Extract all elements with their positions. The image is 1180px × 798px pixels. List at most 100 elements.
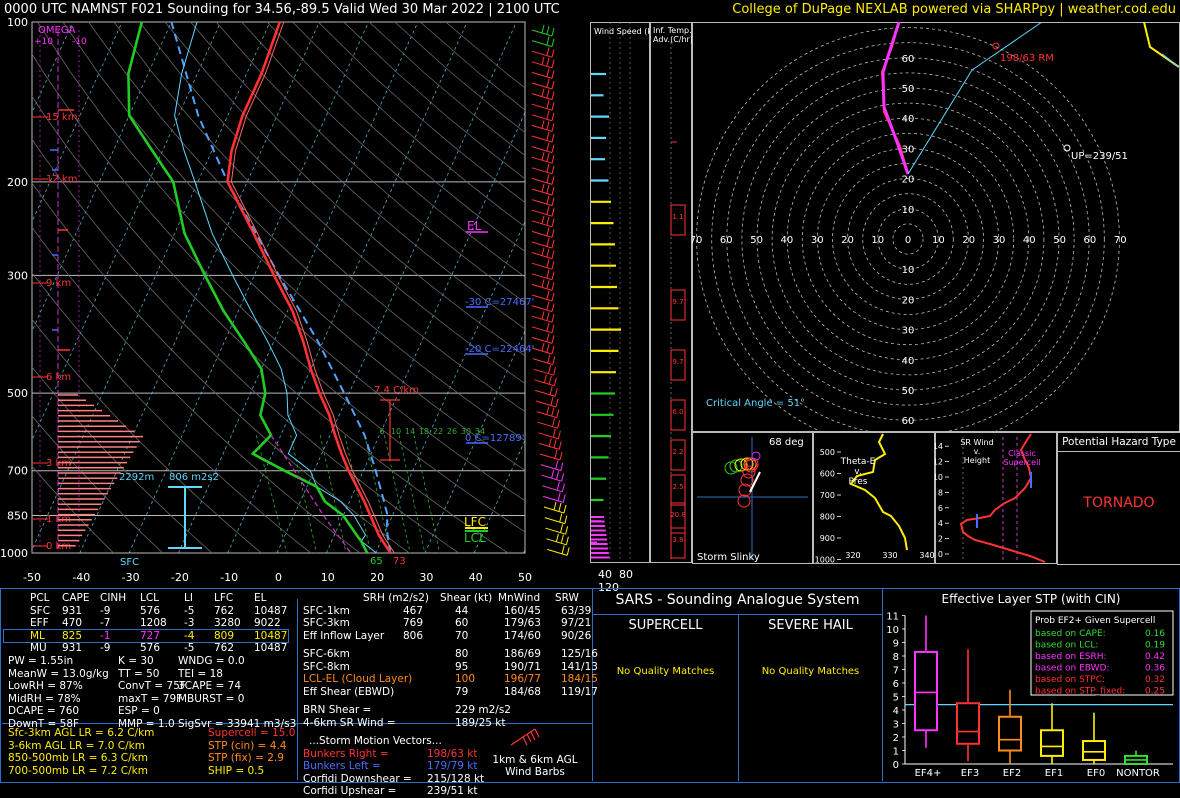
stp-y-label: 10 — [886, 625, 899, 636]
stp-legend-label: based on ESRH: — [1035, 652, 1107, 662]
wind-barb — [551, 250, 555, 259]
table-cell: 119/17 — [561, 685, 598, 698]
wind-barb — [545, 527, 566, 535]
lfc-label: LFC — [464, 515, 486, 529]
wind-barb — [565, 536, 569, 545]
table-cell: 931 — [62, 604, 83, 617]
table-cell: 576 — [140, 642, 161, 654]
stp-y-label: 3 — [893, 720, 899, 731]
wind-barb — [531, 336, 553, 344]
storm-motion-title: ...Storm Motion Vectors... — [303, 735, 591, 748]
isotherm — [178, 22, 419, 553]
wind-barb — [546, 343, 550, 353]
wind-barb — [552, 356, 556, 365]
advection-bar — [670, 474, 686, 506]
dry-adiabat — [32, 138, 459, 553]
wind-barb — [531, 82, 553, 90]
wind-barb — [551, 123, 555, 132]
wind-barb — [551, 91, 555, 100]
table-cell: 190/71 — [504, 660, 541, 673]
wind-barb — [531, 305, 553, 313]
hodograph-ring-label: 50 — [902, 84, 915, 95]
sr-title-2: v. — [974, 447, 981, 456]
pressure-tick-label: 200 — [7, 176, 28, 189]
stp-box — [998, 715, 1022, 752]
barb-legend-icon — [510, 728, 540, 746]
wind-barb — [541, 56, 545, 65]
wind-barb — [531, 135, 553, 143]
downdraft-trace — [270, 434, 352, 553]
sr-wind-y-label: 6 — [938, 504, 943, 513]
wind-barb — [531, 114, 553, 122]
wind-barb — [556, 409, 560, 418]
hodograph-trace-upper — [1161, 53, 1180, 68]
theta-e-title-1: Theta-E — [840, 457, 876, 467]
mixing-ratio-label: 14 — [405, 427, 415, 436]
mixing-ratio-label: 22 — [433, 427, 443, 436]
parcel-table: PCL CAPE CINH LCL LI LFC EL SFC 931 -9 576 -5 762 104… — [3, 592, 294, 655]
table-cell: SRW — [555, 592, 579, 604]
table-cell: MnWind — [498, 592, 541, 604]
stp-legend-title: Prob EF2+ Given Supercell — [1035, 616, 1155, 626]
wind-barb — [546, 36, 550, 45]
wind-barb — [549, 386, 553, 395]
wind-barb — [560, 524, 564, 533]
sr-wind-y-label: 12 — [935, 458, 943, 467]
stp-legend-value: 0.25 — [1145, 687, 1165, 697]
table-cell: 809 — [214, 629, 235, 642]
wind-barb — [546, 78, 550, 88]
divider — [592, 589, 593, 781]
table-cell: Shear (kt) — [440, 592, 493, 604]
wind-barb — [551, 324, 555, 333]
wind-barb — [541, 342, 545, 352]
stp-legend-label: based on CAPE: — [1035, 629, 1106, 639]
table-cell: MeanW = 13.0g/kg — [8, 667, 109, 680]
stp-legend-label: based on STP_fixed: — [1035, 687, 1125, 697]
mixing-ratio-line — [344, 435, 372, 553]
sr-title-3: Height — [964, 456, 990, 465]
kinematics-row: SFC-1km 467 44 160/45 63/39 — [303, 605, 591, 618]
stp-category-label: EF1 — [1045, 768, 1063, 779]
table-cell: 10487 — [254, 604, 288, 617]
el-label: EL — [467, 219, 482, 233]
upshear-marker — [1063, 144, 1071, 152]
table-cell: 470 — [62, 617, 83, 629]
wind-barb — [546, 290, 550, 300]
table-cell: DCAPE = 760 — [8, 705, 80, 717]
table-cell: LFC — [214, 592, 234, 604]
height-label: 3 km — [46, 458, 71, 469]
stp-legend-value: 0.16 — [1145, 629, 1165, 639]
stp-legend-value: 0.19 — [1145, 641, 1165, 651]
dry-adiabat — [317, 22, 525, 203]
table-cell: LowRH = 87% — [8, 680, 83, 692]
theta-e-y-label: 900 — [820, 534, 835, 543]
wind-barb — [531, 326, 553, 334]
table-cell: K = 30 — [118, 655, 154, 667]
wind-barb — [546, 174, 550, 183]
sr-title-1: SR Wind — [960, 438, 993, 447]
table-cell: 825 — [62, 629, 83, 642]
lapse-rate-label: 7.4 C/km — [374, 385, 419, 396]
table-cell: 4-6km SR Wind = — [303, 716, 396, 729]
divider — [297, 599, 298, 780]
temp-advection-panel: 1.1 9.7 9.7 6.0 2.2 2.5 20.8 3.8 — [650, 22, 692, 563]
divider — [882, 589, 883, 781]
wind-barb — [551, 112, 555, 121]
table-cell: -5 — [184, 642, 195, 654]
table-cell: LI — [184, 592, 193, 604]
hodograph-ring-label: 60 — [902, 54, 915, 65]
wind-barb — [552, 418, 556, 427]
wind-barb — [543, 374, 547, 383]
wind-barb — [546, 184, 550, 194]
dry-adiabat — [241, 22, 525, 278]
wind-barb — [540, 464, 561, 472]
wind-barb — [551, 49, 555, 58]
slinky-circle — [729, 459, 743, 473]
table-cell: DownT = 58F — [8, 717, 80, 730]
wind-barb — [546, 216, 550, 225]
brn-shear-row: BRN Shear = 229 m2/s2 — [303, 704, 591, 717]
wind-barb — [564, 515, 568, 524]
ws-tick: 120 — [598, 581, 619, 594]
lapse-rates: Sfc-3km AGL LR = 6.2 C/km 3-6km AGL LR = … — [8, 727, 208, 777]
wind-barb — [546, 163, 550, 172]
